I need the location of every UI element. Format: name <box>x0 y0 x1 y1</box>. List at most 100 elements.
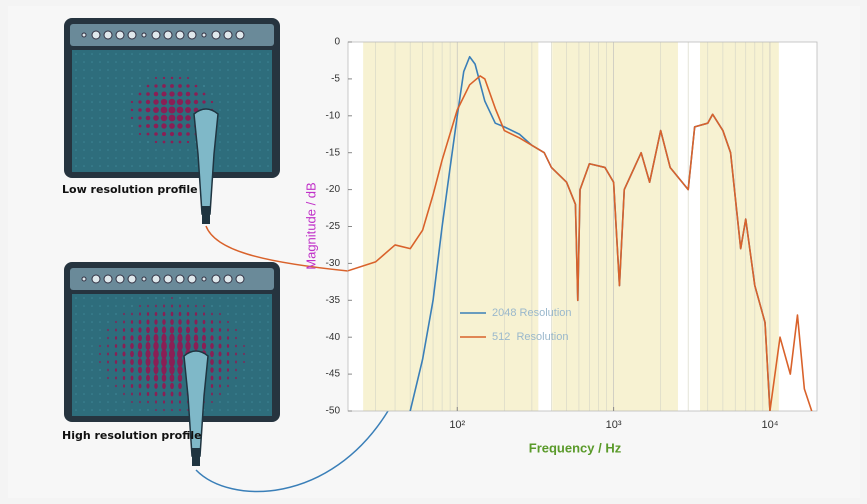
grille-dot <box>139 297 141 299</box>
amp-knob <box>81 32 87 38</box>
grille-dot <box>123 165 125 167</box>
grille-dot <box>227 133 229 135</box>
grille-dot <box>169 374 175 382</box>
grille-dot <box>123 61 125 63</box>
grille-dot <box>219 409 221 411</box>
grille-dot <box>146 374 150 382</box>
grille-dot <box>146 312 150 316</box>
grille-dot <box>202 92 206 96</box>
grille-dot <box>227 393 229 395</box>
grille-dot <box>251 149 253 151</box>
grille-dot <box>251 353 253 355</box>
grille-dot <box>83 297 85 299</box>
grille-dot <box>130 108 134 112</box>
grille-dot <box>163 149 165 151</box>
grille-dot <box>251 53 253 55</box>
grille-dot <box>179 297 181 299</box>
grille-dot <box>107 328 109 332</box>
grille-dot <box>99 125 101 127</box>
grille-dot <box>267 117 269 119</box>
grille-dot <box>219 384 221 388</box>
grille-dot <box>161 333 167 343</box>
grille-dot <box>99 352 101 356</box>
grille-dot <box>107 409 109 411</box>
grille-dot <box>99 117 101 119</box>
grille-dot <box>176 106 184 114</box>
grille-dot <box>161 357 167 367</box>
grille-dot <box>153 333 159 343</box>
grille-dot <box>171 296 173 300</box>
grille-dot <box>99 401 101 403</box>
amp-knob <box>163 30 173 40</box>
grille-dot <box>235 305 237 307</box>
grille-dot <box>227 77 229 79</box>
grille-dot <box>186 84 190 88</box>
grille-dot <box>211 409 213 411</box>
grille-dot <box>139 157 141 159</box>
grille-dot <box>83 165 85 167</box>
grille-dot <box>99 53 101 55</box>
grille-dot <box>211 312 213 316</box>
grille-dot <box>115 157 117 159</box>
y-axis-label: Magnitude / dB <box>303 182 318 269</box>
grille-dot <box>107 297 109 299</box>
y-tick-label: -45 <box>326 369 341 380</box>
grille-dot <box>227 141 229 143</box>
grille-dot <box>235 401 237 403</box>
grille-dot <box>107 157 109 159</box>
grille-dot <box>99 77 101 79</box>
grille-dot <box>161 326 167 334</box>
grille-dot <box>235 165 237 167</box>
grille-dot <box>146 391 150 397</box>
grille-dot <box>169 341 175 351</box>
grille-dot <box>235 85 237 87</box>
grille-dot <box>210 375 214 381</box>
grille-dot <box>210 358 214 366</box>
grille-dot <box>99 305 101 307</box>
grille-dot <box>83 53 85 55</box>
grille-dot <box>186 140 190 144</box>
grille-dot <box>259 361 261 363</box>
cable <box>205 225 349 272</box>
x-axis-label: Frequency / Hz <box>529 440 622 455</box>
grille-dot <box>155 400 157 404</box>
grille-dot <box>75 53 77 55</box>
y-tick-label: -50 <box>326 406 341 417</box>
grille-dot <box>243 385 245 387</box>
grille-dot <box>91 297 93 299</box>
grille-dot <box>153 349 159 359</box>
grille-dot <box>227 384 229 388</box>
amp-knob <box>115 274 125 284</box>
grille-dot <box>243 369 245 371</box>
grille-dot <box>227 401 229 403</box>
grille-dot <box>227 157 229 159</box>
grille-dot <box>154 383 158 389</box>
grille-dot <box>83 401 85 403</box>
grille-dot <box>243 165 245 167</box>
grille-dot <box>211 61 213 63</box>
grille-dot <box>115 109 117 111</box>
grille-dot <box>83 345 85 347</box>
grille-dot <box>147 400 149 404</box>
grille-dot <box>267 409 269 411</box>
shaded-range <box>552 42 678 411</box>
grille-dot <box>123 77 125 79</box>
grille-dot <box>243 401 245 403</box>
grille-dot <box>243 329 245 331</box>
grille-dot <box>115 85 117 87</box>
grille-dot <box>227 101 229 103</box>
grille-dot <box>259 133 261 135</box>
grille-dot <box>131 93 133 95</box>
grille-dot <box>107 393 109 395</box>
grille-dot <box>83 125 85 127</box>
grille-dot <box>259 401 261 403</box>
grille-dot <box>83 321 85 323</box>
grille-dot <box>131 133 133 135</box>
grille-dot <box>267 305 269 307</box>
grille-dot <box>251 125 253 127</box>
grille-dot <box>139 69 141 71</box>
grille-dot <box>227 69 229 71</box>
grille-dot <box>178 311 182 317</box>
grille-dot <box>115 409 117 411</box>
microphone-tip <box>202 206 210 224</box>
